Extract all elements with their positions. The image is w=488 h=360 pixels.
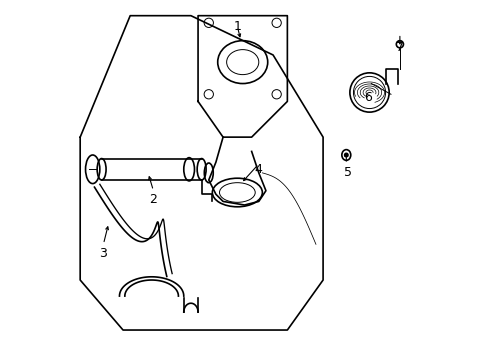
Text: 4: 4 <box>254 163 262 176</box>
Text: 7: 7 <box>395 41 403 54</box>
Circle shape <box>344 153 347 157</box>
Text: 3: 3 <box>99 247 107 260</box>
Text: 6: 6 <box>363 91 371 104</box>
Text: 5: 5 <box>344 166 351 179</box>
Text: 1: 1 <box>233 20 241 33</box>
Text: 2: 2 <box>149 193 157 206</box>
